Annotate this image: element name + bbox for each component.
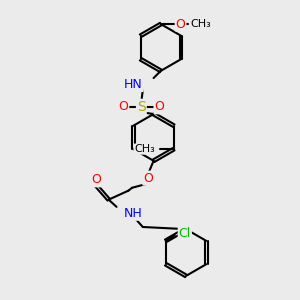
Text: HN: HN xyxy=(124,78,143,91)
Text: O: O xyxy=(176,18,185,31)
Text: S: S xyxy=(137,100,146,114)
Text: NH: NH xyxy=(124,207,142,220)
Text: Cl: Cl xyxy=(179,227,191,240)
Text: CH₃: CH₃ xyxy=(191,19,212,29)
Text: O: O xyxy=(118,100,128,113)
Text: O: O xyxy=(154,100,164,113)
Text: O: O xyxy=(143,172,153,184)
Text: CH₃: CH₃ xyxy=(134,144,155,154)
Text: O: O xyxy=(91,173,101,186)
